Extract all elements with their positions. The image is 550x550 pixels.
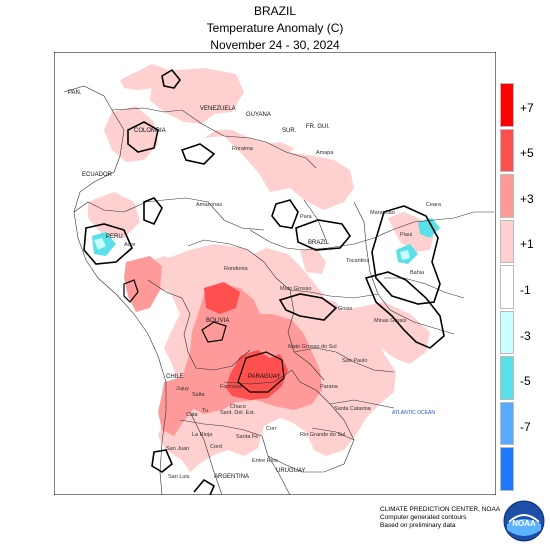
label-venezuela: VENEZUELA <box>200 106 236 112</box>
legend-label: +7 <box>520 100 534 115</box>
label-rondonia: Rondonia <box>224 266 248 272</box>
label-argentina: ARGENTINA <box>214 474 249 480</box>
label-chaco: Chaco <box>230 404 246 410</box>
footer-preliminary: Based on preliminary data <box>380 522 456 529</box>
temperature-anomaly-map: PAN. VENEZUELA COLOMBIA GUYANA SUR. FR. … <box>54 52 496 495</box>
label-ceara: Ceara <box>426 202 442 208</box>
legend-label: -1 <box>520 283 531 297</box>
label-para: Para <box>300 214 313 220</box>
label-chile: CHILE <box>166 374 184 380</box>
label-piaui: Piaui <box>400 232 412 238</box>
label-corrientes: Corr <box>266 426 277 432</box>
legend-bin <box>500 447 514 491</box>
boundaries <box>63 85 494 495</box>
noaa-logo: NOAA <box>503 500 545 542</box>
label-cordoba: Cord <box>210 444 222 450</box>
legend-bin <box>500 128 514 173</box>
label-la-rioja: La Rioja <box>192 432 213 438</box>
legend-bin <box>500 83 514 127</box>
label-ecuador: ECUADOR <box>82 172 113 178</box>
label-mato-grosso: Mato Grosso <box>280 286 311 292</box>
legend-colorbar <box>500 83 514 493</box>
label-minas-gerais: Minas Gerais <box>374 318 407 324</box>
label-peru: PERU <box>106 234 123 240</box>
label-santa-catarina: Santa Catarina <box>334 406 372 412</box>
label-bahia: Bahia <box>410 270 425 276</box>
legend-bin <box>500 310 514 355</box>
legend-bin <box>500 219 514 264</box>
label-salta: Salta <box>192 392 205 398</box>
label-entre-rios: Entre Rios <box>252 458 278 464</box>
legend-label: -3 <box>520 328 531 343</box>
legend-bin <box>500 265 514 309</box>
label-atlantic-ocean: ATLANTIC OCEAN <box>392 410 435 416</box>
label-san-luis: San Luis <box>168 474 190 480</box>
label-parana: Parana <box>320 384 339 390</box>
label-guyana: GUYANA <box>246 112 271 118</box>
svg-text:NOAA: NOAA <box>512 519 536 528</box>
label-tocantins: Tocantins <box>346 258 369 264</box>
label-mato-grosso-do-sul: Mato Grosso do Sul <box>288 344 337 350</box>
map-subtitle: Temperature Anomaly (C) <box>206 21 344 35</box>
label-uruguay: URUGUAY <box>276 468 306 474</box>
legend-label: +3 <box>520 191 534 206</box>
label-jujuy: Jujuy <box>176 386 189 392</box>
footer-credit: CLIMATE PREDICTION CENTER, NOAA <box>380 506 501 513</box>
label-acre: Acre <box>124 242 135 248</box>
label-sao-paulo: Sao Paulo <box>342 358 367 364</box>
label-amapa: Amapa <box>316 150 334 156</box>
label-goias: Goias <box>338 306 353 312</box>
label-san-juan: San Juan <box>166 446 189 452</box>
label-santa-fe: Santa Fe <box>236 434 258 440</box>
label-maranhao: Maranhao <box>370 210 395 216</box>
label-suriname: SUR. <box>282 128 297 134</box>
label-bolivia: BOLIVIA <box>206 318 229 324</box>
legend-bin <box>500 356 514 400</box>
legend-label: +5 <box>520 146 534 161</box>
legend-bin <box>500 174 514 218</box>
label-catamarca: Cata <box>186 412 199 418</box>
label-brazil: BRAZIL <box>308 240 330 246</box>
label-colombia: COLOMBIA <box>134 128 166 134</box>
footer-contours: Computer generated contours <box>380 514 467 521</box>
zero-contours <box>83 68 445 495</box>
label-panama: PAN. <box>68 90 82 96</box>
legend-label: -5 <box>520 374 531 389</box>
label-formosa: Formosa <box>220 384 243 390</box>
label-amazonas: Amazonas <box>196 202 222 208</box>
legend-label: +1 <box>520 237 534 252</box>
legend-bin <box>500 401 514 446</box>
label-santiago: Sant. Del. Est. <box>220 410 256 416</box>
label-french-guiana: FR. GUI. <box>306 124 330 130</box>
legend-label: -7 <box>520 419 531 434</box>
map-period: November 24 - 30, 2024 <box>210 38 340 52</box>
label-tucuman: Tu <box>202 408 208 414</box>
label-paraguay: PARAGUAY <box>248 374 280 380</box>
label-rio-grande-do-sul: Rio Grande do Sul <box>300 432 345 438</box>
map-title: BRAZIL <box>253 4 296 18</box>
label-roraima: Roraima <box>232 146 254 152</box>
